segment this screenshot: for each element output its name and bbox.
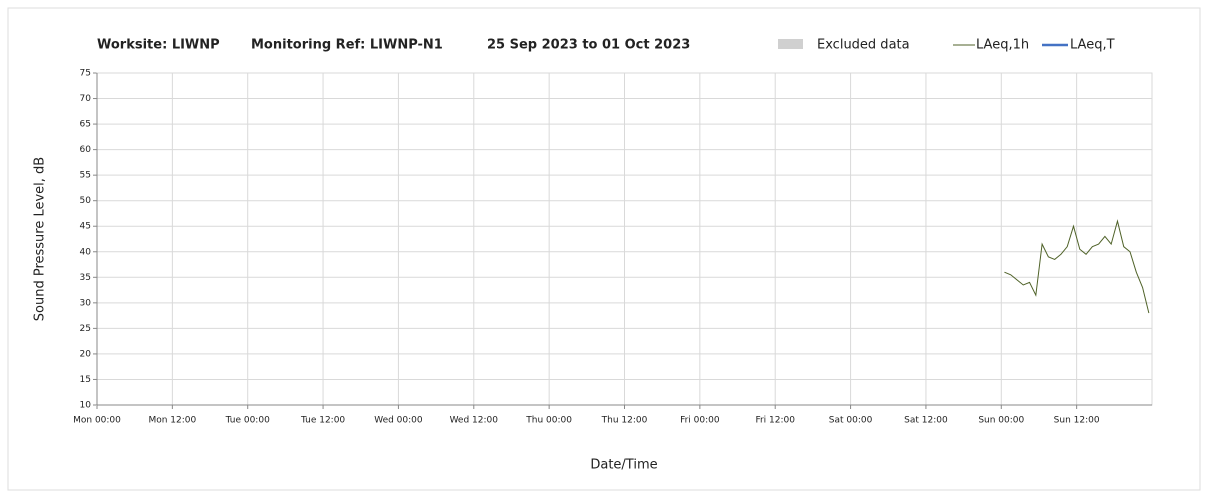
x-tick-label: Tue 00:00: [225, 416, 270, 426]
y-tick-label: 50: [80, 196, 92, 206]
series-line: [1004, 219, 1150, 314]
y-tick-label: 15: [80, 375, 91, 385]
x-tick-label: Thu 00:00: [525, 416, 572, 426]
y-tick-label: 40: [80, 247, 92, 257]
title-worksite: Worksite: LIWNP: [97, 38, 220, 53]
x-tick-label: Tue 12:00: [300, 416, 345, 426]
y-tick-label: 35: [80, 273, 91, 283]
y-tick-label: 65: [80, 120, 91, 130]
y-tick-label: 20: [80, 349, 92, 359]
x-tick-label: Sun 00:00: [978, 416, 1024, 426]
y-tick-label: 45: [80, 222, 91, 232]
y-tick-label: 70: [80, 94, 92, 104]
y-tick-label: 25: [80, 324, 91, 334]
x-tick-label: Fri 12:00: [755, 416, 795, 426]
y-axis-label: Sound Pressure Level, dB: [33, 157, 48, 321]
x-tick-label: Fri 00:00: [680, 416, 720, 426]
x-tick-label: Wed 00:00: [374, 416, 423, 426]
y-tick-label: 30: [80, 298, 92, 308]
x-tick-label: Thu 12:00: [601, 416, 648, 426]
y-tick-label: 60: [80, 145, 92, 155]
title-dates: 25 Sep 2023 to 01 Oct 2023: [487, 38, 690, 53]
y-tick-label: 10: [80, 401, 92, 411]
x-tick-label: Sat 12:00: [904, 416, 948, 426]
legend-label: LAeq,1h: [976, 38, 1029, 53]
x-tick-label: Sat 00:00: [829, 416, 873, 426]
x-tick-label: Mon 00:00: [73, 416, 121, 426]
x-tick-label: Sun 12:00: [1054, 416, 1100, 426]
x-tick-label: Mon 12:00: [148, 416, 196, 426]
y-tick-label: 75: [80, 69, 91, 79]
legend-label: LAeq,T: [1070, 38, 1115, 53]
legend-swatch: [778, 39, 803, 49]
x-tick-label: Wed 12:00: [450, 416, 499, 426]
legend-label: Excluded data: [817, 38, 910, 53]
y-tick-label: 55: [80, 171, 91, 181]
x-axis-label: Date/Time: [590, 458, 657, 473]
title-ref: Monitoring Ref: LIWNP-N1: [251, 38, 443, 53]
